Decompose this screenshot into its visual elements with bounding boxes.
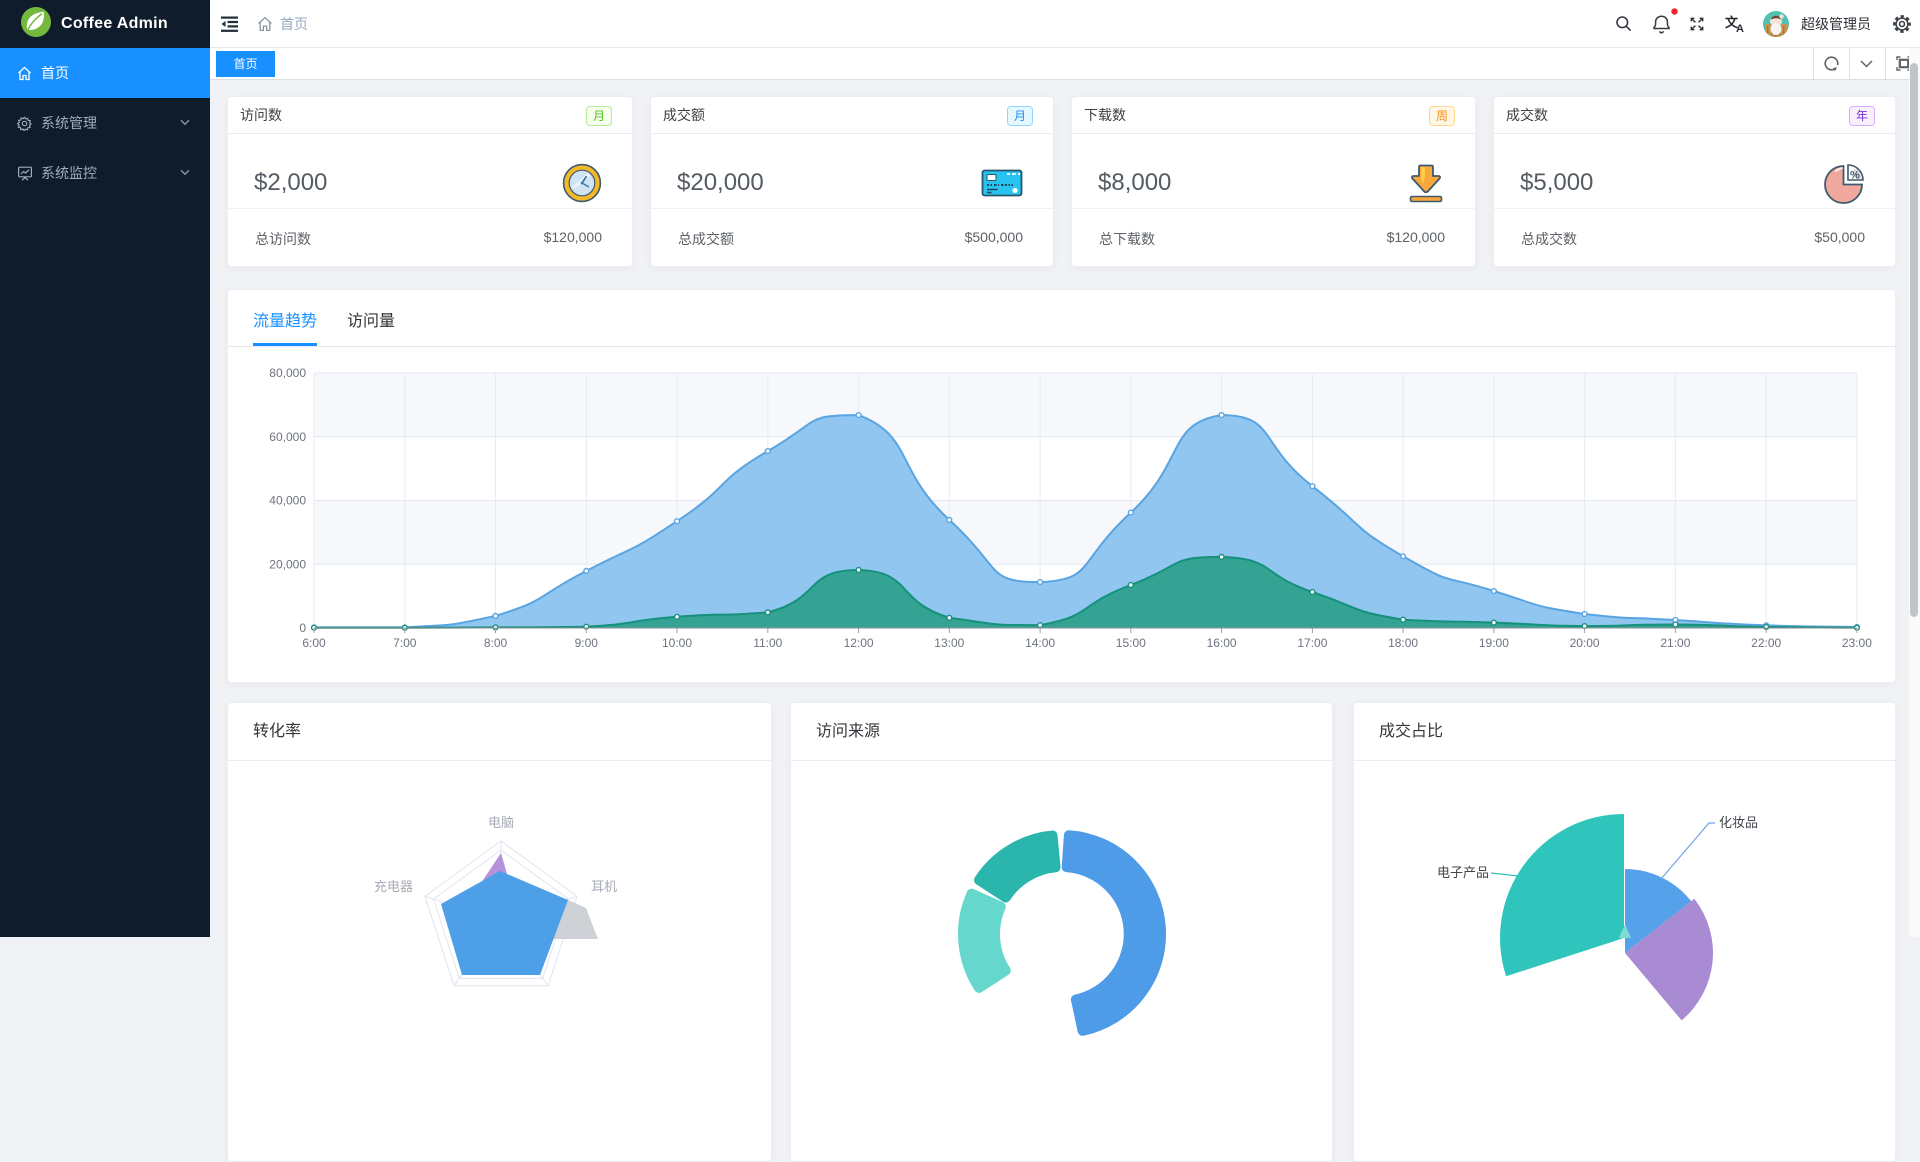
svg-text:17:00: 17:00	[1297, 636, 1327, 650]
svg-text:60,000: 60,000	[269, 430, 306, 444]
svg-text:18:00: 18:00	[1388, 636, 1418, 650]
svg-text:文: 文	[1725, 15, 1739, 30]
svg-text:A: A	[1736, 23, 1744, 34]
svg-text:23:00: 23:00	[1842, 636, 1872, 650]
svg-text:16:00: 16:00	[1207, 636, 1237, 650]
svg-text:%: %	[1850, 170, 1860, 182]
svg-text:21:00: 21:00	[1660, 636, 1690, 650]
svg-text:14:00: 14:00	[1025, 636, 1055, 650]
svg-text:电脑: 电脑	[488, 815, 514, 830]
svg-text:化妆品: 化妆品	[1719, 815, 1758, 830]
svg-text:8:00: 8:00	[484, 636, 508, 650]
svg-text:9:00: 9:00	[575, 636, 599, 650]
svg-text:6:00: 6:00	[302, 636, 326, 650]
svg-text:电子产品: 电子产品	[1437, 865, 1489, 880]
svg-text:80,000: 80,000	[269, 366, 306, 380]
svg-text:40,000: 40,000	[269, 494, 306, 508]
svg-text:20:00: 20:00	[1570, 636, 1600, 650]
svg-text:13:00: 13:00	[934, 636, 964, 650]
svg-text:20,000: 20,000	[269, 557, 306, 571]
svg-text:10:00: 10:00	[662, 636, 692, 650]
svg-text:22:00: 22:00	[1751, 636, 1781, 650]
svg-text:15:00: 15:00	[1116, 636, 1146, 650]
svg-text:耳机: 耳机	[591, 879, 617, 894]
svg-text:12:00: 12:00	[844, 636, 874, 650]
svg-text:11:00: 11:00	[753, 636, 782, 650]
svg-text:充电器: 充电器	[374, 879, 413, 894]
svg-text:19:00: 19:00	[1479, 636, 1509, 650]
svg-text:0: 0	[299, 621, 306, 635]
svg-text:7:00: 7:00	[393, 636, 417, 650]
